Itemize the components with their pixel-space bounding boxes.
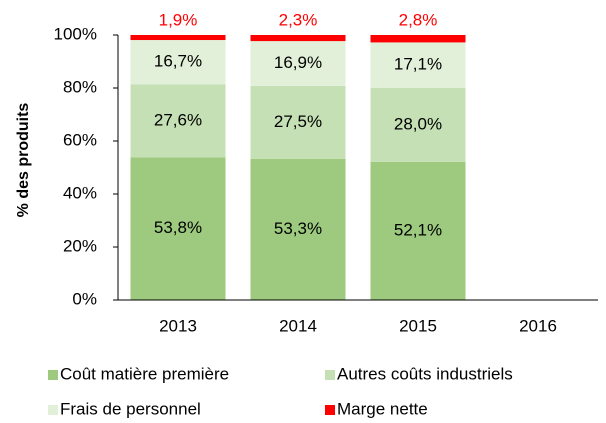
bar-segment (250, 85, 346, 159)
legend-label: Frais de personnel (60, 399, 201, 418)
legend-swatch (325, 405, 335, 415)
legend-label: Marge nette (337, 399, 428, 418)
bar-segment (250, 35, 346, 42)
bar-segment (370, 35, 466, 43)
y-tick-label: 80% (63, 77, 97, 96)
y-tick-label: 40% (63, 183, 97, 202)
bar-segment (130, 40, 226, 85)
y-tick-label: 0% (72, 289, 97, 308)
y-tick-label: 60% (63, 130, 97, 149)
bar-segment (250, 158, 346, 300)
x-tick-label: 2015 (399, 316, 437, 335)
data-label: 53,8% (154, 218, 202, 237)
data-label: 52,1% (394, 220, 442, 239)
bar-segment (130, 35, 226, 41)
data-label: 16,9% (274, 53, 322, 72)
bar-segment (370, 87, 466, 162)
bar-segment (370, 42, 466, 88)
data-label: 2,3% (279, 10, 318, 29)
bar-segment (130, 157, 226, 300)
bar-segment (370, 161, 466, 300)
data-label: 53,3% (274, 219, 322, 238)
legend-label: Coût matière première (60, 364, 229, 383)
legend-label: Autres coûts industriels (337, 364, 513, 383)
x-tick-label: 2014 (279, 316, 317, 335)
y-tick-label: 100% (54, 24, 97, 43)
legend-swatch (48, 370, 58, 380)
bar-segment (250, 41, 346, 86)
legend-swatch (48, 405, 58, 415)
data-label: 2,8% (399, 10, 438, 29)
legend-swatch (325, 370, 335, 380)
x-tick-label: 2013 (159, 316, 197, 335)
data-label: 28,0% (394, 114, 442, 133)
bar-segment (130, 84, 226, 158)
data-label: 27,6% (154, 110, 202, 129)
data-label: 17,1% (394, 55, 442, 74)
y-tick-label: 20% (63, 236, 97, 255)
data-label: 1,9% (159, 10, 198, 29)
y-axis-label: % des produits (15, 103, 32, 218)
x-tick-label: 2016 (519, 316, 557, 335)
data-label: 27,5% (274, 112, 322, 131)
data-label: 16,7% (154, 52, 202, 71)
